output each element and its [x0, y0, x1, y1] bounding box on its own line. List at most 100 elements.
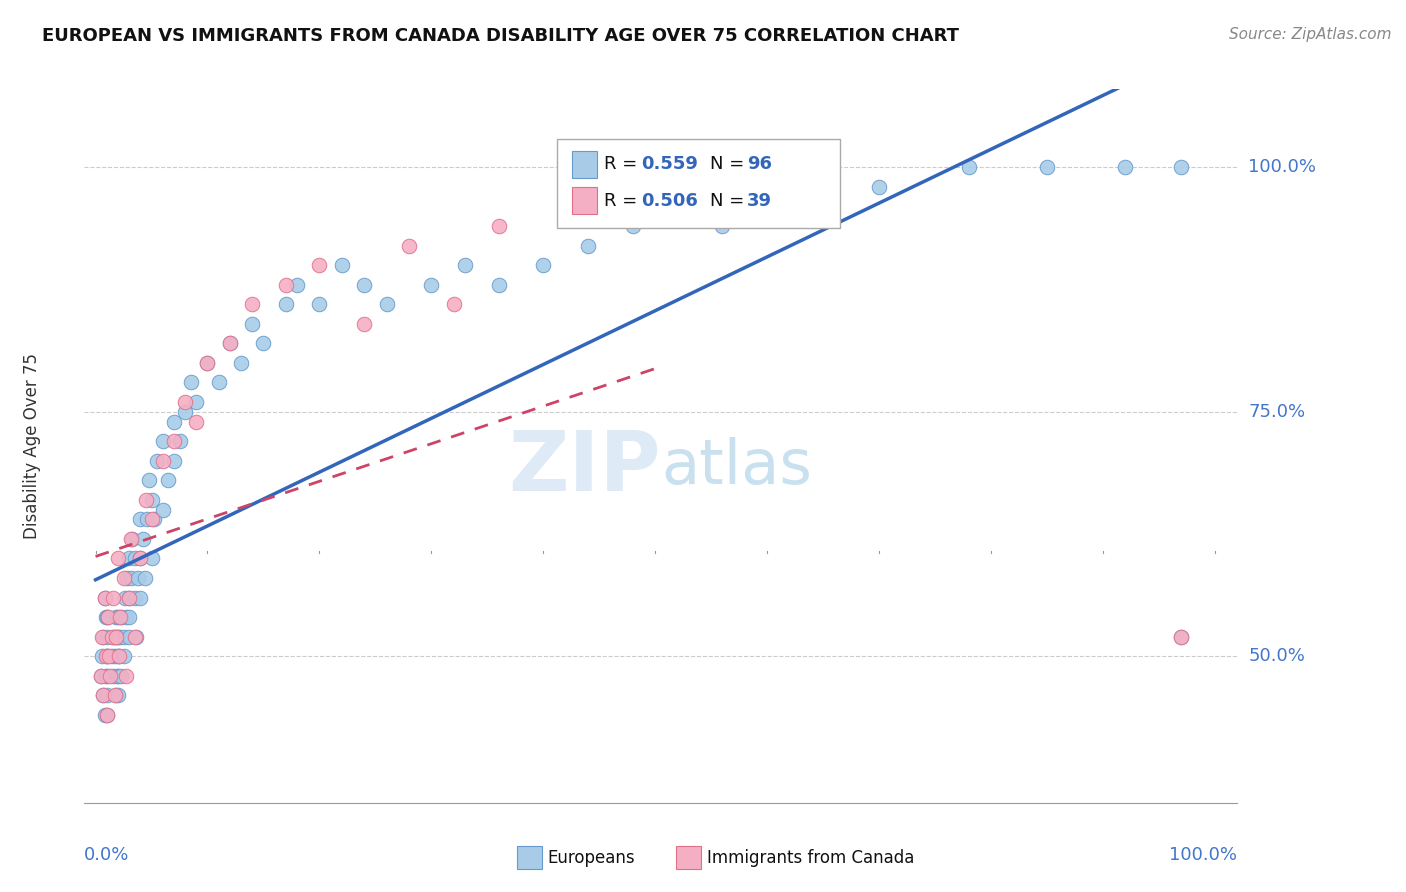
Point: [114, 591, 136, 605]
Point: [125, 630, 148, 644]
Text: EUROPEAN VS IMMIGRANTS FROM CANADA DISABILITY AGE OVER 75 CORRELATION CHART: EUROPEAN VS IMMIGRANTS FROM CANADA DISAB…: [42, 27, 959, 45]
Point: [152, 434, 174, 449]
Point: [108, 649, 131, 664]
Point: [110, 669, 132, 683]
Point: [1170, 161, 1192, 175]
Point: [93, 688, 115, 702]
Point: [97, 610, 120, 624]
Text: 96: 96: [748, 155, 772, 173]
Text: 75.0%: 75.0%: [1249, 403, 1306, 421]
Point: [711, 219, 734, 233]
Point: [554, 200, 576, 214]
Point: [274, 297, 297, 311]
Point: [107, 551, 129, 566]
Point: [240, 317, 263, 331]
FancyBboxPatch shape: [517, 847, 543, 869]
Text: 0.0%: 0.0%: [84, 846, 129, 863]
Point: [756, 180, 779, 194]
Text: Disability Age Over 75: Disability Age Over 75: [24, 353, 42, 539]
Text: Source: ZipAtlas.com: Source: ZipAtlas.com: [1229, 27, 1392, 42]
Point: [105, 630, 128, 644]
Point: [229, 356, 252, 370]
Point: [127, 571, 149, 585]
Point: [134, 571, 156, 585]
Point: [110, 610, 132, 624]
Point: [163, 453, 186, 467]
Point: [811, 161, 834, 175]
Point: [180, 376, 202, 390]
Point: [420, 277, 443, 292]
Point: [443, 297, 465, 311]
Point: [93, 630, 115, 644]
Point: [197, 356, 219, 370]
Point: [152, 453, 174, 467]
Point: [114, 669, 136, 683]
Point: [103, 591, 125, 605]
Point: [103, 630, 125, 644]
Point: [96, 688, 118, 702]
Point: [112, 630, 135, 644]
Point: [330, 258, 353, 272]
Point: [131, 532, 153, 546]
Point: [98, 669, 121, 683]
Text: 39: 39: [748, 192, 772, 210]
Point: [208, 376, 231, 390]
Point: [91, 649, 114, 664]
Point: [135, 492, 157, 507]
Point: [163, 415, 186, 429]
Point: [118, 551, 141, 566]
Point: [169, 434, 191, 449]
Point: [101, 649, 124, 664]
Point: [103, 649, 125, 664]
Point: [93, 707, 115, 722]
Point: [94, 669, 117, 683]
Point: [957, 161, 980, 175]
Point: [103, 669, 125, 683]
Text: 100.0%: 100.0%: [1249, 159, 1316, 177]
Point: [308, 297, 330, 311]
Text: R =: R =: [605, 192, 644, 210]
Point: [136, 512, 159, 526]
Point: [96, 630, 118, 644]
Text: atlas: atlas: [661, 437, 811, 498]
Point: [112, 649, 135, 664]
Point: [218, 336, 240, 351]
FancyBboxPatch shape: [557, 139, 839, 228]
Text: N =: N =: [710, 155, 751, 173]
Point: [118, 630, 141, 644]
Point: [120, 532, 142, 546]
Point: [118, 610, 141, 624]
FancyBboxPatch shape: [676, 847, 702, 869]
Point: [96, 669, 118, 683]
Point: [120, 571, 142, 585]
Point: [107, 669, 129, 683]
Text: Immigrants from Canada: Immigrants from Canada: [707, 849, 914, 867]
Point: [146, 453, 169, 467]
FancyBboxPatch shape: [572, 151, 598, 178]
Point: [101, 630, 124, 644]
Point: [174, 395, 197, 409]
Point: [129, 551, 152, 566]
Point: [129, 551, 152, 566]
Point: [197, 356, 219, 370]
Point: [138, 473, 160, 487]
Point: [375, 297, 398, 311]
Point: [308, 258, 330, 272]
Text: R =: R =: [605, 155, 644, 173]
Point: [104, 630, 127, 644]
Point: [104, 688, 127, 702]
Point: [186, 395, 208, 409]
Point: [398, 238, 420, 252]
Point: [157, 473, 180, 487]
Text: 100.0%: 100.0%: [1170, 846, 1237, 863]
Point: [104, 610, 127, 624]
Point: [108, 649, 131, 664]
Point: [124, 630, 146, 644]
Point: [96, 610, 118, 624]
Point: [531, 258, 554, 272]
Point: [163, 434, 186, 449]
Text: 50.0%: 50.0%: [1249, 648, 1305, 665]
Text: 0.506: 0.506: [641, 192, 699, 210]
Point: [152, 502, 174, 516]
Point: [1036, 161, 1059, 175]
